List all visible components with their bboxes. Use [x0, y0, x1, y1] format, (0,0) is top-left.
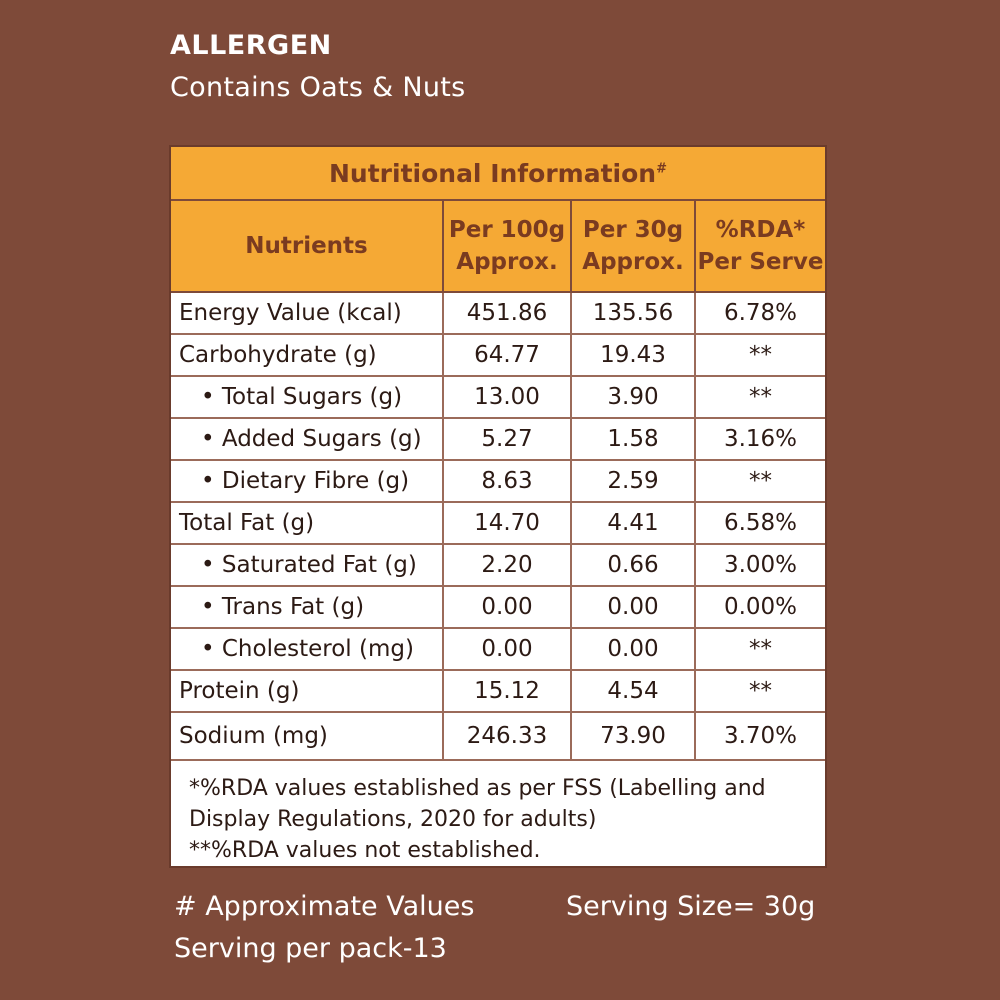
allergen-title: ALLERGEN [170, 30, 332, 61]
table-row: • Added Sugars (g) 5.27 1.58 3.16% [171, 418, 826, 461]
per-100g-value-cell: 64.77 [443, 334, 572, 377]
per-30g-value-cell: 135.56 [571, 292, 696, 335]
column-header-line: Approx. [456, 249, 558, 275]
column-header-line: Approx. [582, 249, 684, 275]
approximate-values-note: # Approximate Values [174, 891, 475, 922]
per-30g-value-cell: 0.00 [571, 586, 696, 629]
footnote-rda: *%RDA values established as per FSS (Lab… [189, 776, 766, 832]
allergen-text: Contains Oats & Nuts [170, 72, 466, 103]
table-row: Total Fat (g) 14.70 4.41 6.58% [171, 502, 826, 545]
per-100g-value-cell: 5.27 [443, 418, 572, 461]
footnotes-cell: *%RDA values established as per FSS (Lab… [171, 760, 825, 866]
table-row: Carbohydrate (g) 64.77 19.43 ** [171, 334, 826, 377]
table-title-text: Nutritional Information [329, 158, 657, 188]
nutrition-table: Nutritional Information# Nutrients Per 1… [171, 147, 826, 866]
nutrient-name-cell: • Total Sugars (g) [171, 376, 444, 419]
per-100g-value-cell: 451.86 [443, 292, 572, 335]
table-row: Energy Value (kcal) 451.86 135.56 6.78% [171, 292, 826, 335]
bottom-notes-left: # Approximate Values Serving per pack-13 [174, 886, 474, 970]
table-row: Protein (g) 15.12 4.54 ** [171, 670, 826, 713]
table-title: Nutritional Information# [171, 147, 826, 201]
per-100g-value-cell: 2.20 [443, 544, 572, 587]
rda-value-cell: ** [695, 628, 826, 671]
rda-value-cell: ** [695, 334, 826, 377]
per-100g-value-cell: 0.00 [443, 586, 572, 629]
per-30g-value-cell: 4.54 [571, 670, 696, 713]
per-30g-value-cell: 19.43 [571, 334, 696, 377]
per-100g-value-cell: 15.12 [443, 670, 572, 713]
nutrient-name-cell: Total Fat (g) [171, 502, 444, 545]
per-30g-value-cell: 2.59 [571, 460, 696, 503]
rda-value-cell: 0.00% [695, 586, 826, 629]
nutrient-name-cell: • Trans Fat (g) [171, 586, 444, 629]
nutrient-rows: Energy Value (kcal) 451.86 135.56 6.78% Carb… [171, 292, 826, 761]
nutrient-name-cell: Sodium (mg) [171, 712, 444, 761]
table-row: • Saturated Fat (g) 2.20 0.66 3.00% [171, 544, 826, 587]
nutrient-name-cell: • Added Sugars (g) [171, 418, 444, 461]
column-header-line: Nutrients [245, 233, 368, 259]
rda-value-cell: 6.58% [695, 502, 826, 545]
footnote-not-established: **%RDA values not established. [189, 838, 541, 863]
rda-value-cell: 3.70% [695, 712, 826, 761]
table-title-mark: # [656, 161, 668, 177]
per-30g-value-cell: 0.66 [571, 544, 696, 587]
table-row: Sodium (mg) 246.33 73.90 3.70% [171, 712, 826, 761]
per-100g-value-cell: 13.00 [443, 376, 572, 419]
bottom-notes-right: Serving Size= 30g [566, 886, 815, 928]
serving-size: Serving Size= 30g [566, 891, 816, 922]
column-header-per-30g: Per 30g Approx. [571, 200, 696, 293]
column-header-per-100g: Per 100g Approx. [443, 200, 572, 293]
per-30g-value-cell: 1.58 [571, 418, 696, 461]
nutrient-name-cell: • Cholesterol (mg) [171, 628, 444, 671]
table-row: • Cholesterol (mg) 0.00 0.00 ** [171, 628, 826, 671]
nutrient-name-cell: Protein (g) [171, 670, 444, 713]
rda-value-cell: ** [695, 376, 826, 419]
nutrition-table-panel: Nutritional Information# Nutrients Per 1… [169, 145, 827, 868]
rda-value-cell: 3.00% [695, 544, 826, 587]
nutrient-name-cell: • Dietary Fibre (g) [171, 460, 444, 503]
table-row: • Dietary Fibre (g) 8.63 2.59 ** [171, 460, 826, 503]
rda-value-cell: ** [695, 670, 826, 713]
column-header-line: %RDA* [715, 217, 806, 243]
column-header-rda: %RDA* Per Serve [695, 200, 826, 293]
nutrient-name-cell: Carbohydrate (g) [171, 334, 444, 377]
column-header-line: Per Serve [697, 249, 824, 275]
per-30g-value-cell: 3.90 [571, 376, 696, 419]
nutrient-name-cell: Energy Value (kcal) [171, 292, 444, 335]
nutrient-name-cell: • Saturated Fat (g) [171, 544, 444, 587]
per-30g-value-cell: 0.00 [571, 628, 696, 671]
per-100g-value-cell: 246.33 [443, 712, 572, 761]
per-100g-value-cell: 0.00 [443, 628, 572, 671]
table-row: • Trans Fat (g) 0.00 0.00 0.00% [171, 586, 826, 629]
column-header-line: Per 100g [448, 217, 566, 243]
table-row: • Total Sugars (g) 13.00 3.90 ** [171, 376, 826, 419]
column-header-line: Per 30g [582, 217, 684, 243]
serving-per-pack: Serving per pack-13 [174, 933, 447, 964]
rda-value-cell: 3.16% [695, 418, 826, 461]
per-30g-value-cell: 73.90 [571, 712, 696, 761]
rda-value-cell: ** [695, 460, 826, 503]
per-100g-value-cell: 14.70 [443, 502, 572, 545]
per-30g-value-cell: 4.41 [571, 502, 696, 545]
per-100g-value-cell: 8.63 [443, 460, 572, 503]
column-header-nutrients: Nutrients [171, 200, 444, 293]
rda-value-cell: 6.78% [695, 292, 826, 335]
footnotes: *%RDA values established as per FSS (Lab… [171, 761, 825, 866]
